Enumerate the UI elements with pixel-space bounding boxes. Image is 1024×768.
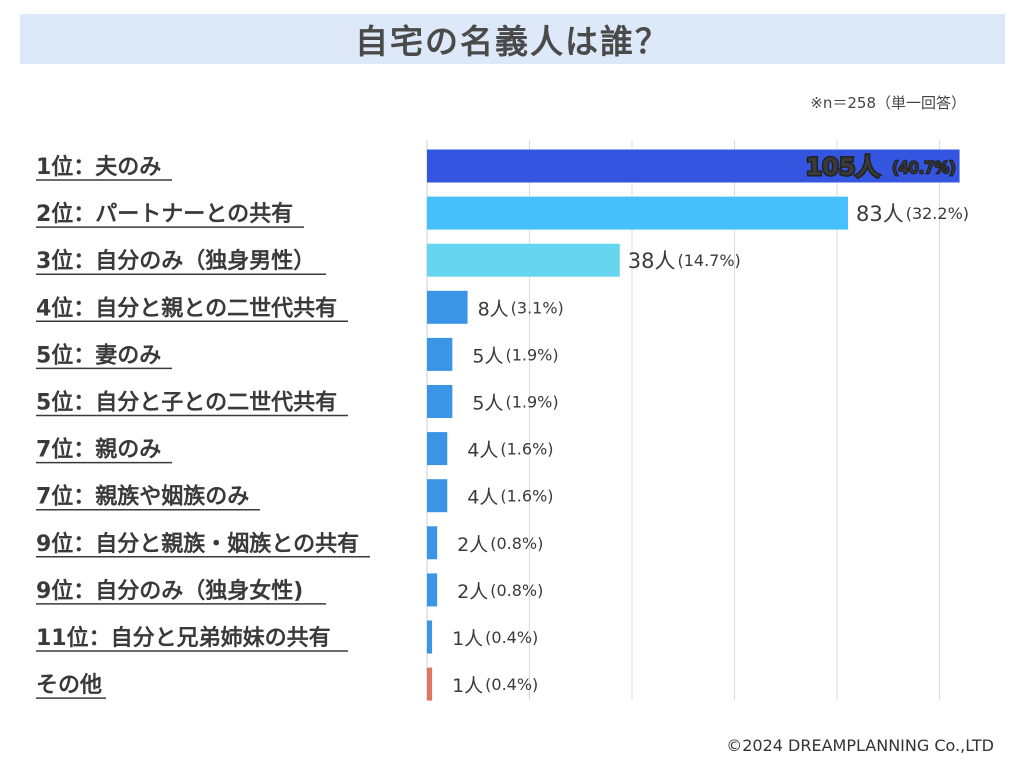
category-label: 7位：親のみ	[36, 437, 161, 463]
value-label: 8人	[478, 298, 509, 320]
percent-label: (0.8%)	[490, 581, 543, 600]
category-label: 3位：自分のみ（独身男性）	[36, 248, 315, 274]
sample-note: ※n＝258（単一回答）	[810, 94, 966, 112]
value-label: 2人	[457, 581, 488, 603]
category-label: 1位：夫のみ	[36, 154, 161, 180]
category-label: 4位：自分と親との二世代共有	[36, 295, 337, 321]
value-label: 105人	[805, 153, 879, 181]
category-label: その他	[36, 673, 102, 698]
chart-title: 自宅の名義人は誰？	[355, 22, 670, 61]
value-label: 1人	[452, 628, 483, 650]
bar	[427, 149, 960, 183]
bar	[427, 196, 848, 230]
category-label: 11位：自分と兄弟姉妹の共有	[36, 625, 331, 651]
percent-label: (32.2%)	[906, 204, 969, 223]
value-label: 5人	[472, 393, 503, 415]
bar	[427, 573, 438, 607]
percent-label: (1.6%)	[500, 440, 553, 459]
bar	[427, 667, 433, 701]
percent-label: (1.6%)	[500, 487, 553, 506]
category-label: 7位：親族や姻族のみ	[36, 484, 249, 510]
bar	[427, 385, 453, 418]
bar	[427, 479, 448, 513]
bar	[427, 290, 468, 324]
category-label: 2位：パートナーとの共有	[36, 201, 293, 227]
bar	[427, 337, 453, 371]
value-label: 5人	[472, 345, 503, 367]
percent-label: (40.7%)	[892, 158, 955, 177]
title-bar: 自宅の名義人は誰？	[20, 14, 1005, 64]
value-label: 1人	[452, 675, 483, 697]
percent-label: (0.8%)	[490, 534, 543, 553]
value-label: 4人	[467, 487, 498, 509]
percent-label: (0.4%)	[485, 675, 538, 694]
bar	[427, 526, 438, 560]
category-label: 5位：妻のみ	[36, 342, 161, 368]
category-label: 9位：自分のみ（独身女性)	[36, 578, 303, 604]
copyright: ©2024 DREAMPLANNING Co.,LTD	[726, 736, 994, 755]
percent-label: (0.4%)	[485, 628, 538, 647]
percent-label: (1.9%)	[505, 393, 558, 412]
bar	[427, 620, 433, 654]
value-label: 83人	[856, 202, 904, 226]
category-label: 9位：自分と親族・姻族との共有	[36, 531, 359, 557]
percent-label: (3.1%)	[511, 298, 564, 317]
bar	[427, 243, 620, 277]
bar	[427, 432, 448, 466]
percent-label: (14.7%)	[677, 251, 740, 270]
percent-label: (1.9%)	[505, 345, 558, 364]
value-label: 38人	[628, 249, 676, 273]
category-label: 5位：自分と子との二世代共有	[36, 390, 337, 416]
value-label: 4人	[467, 440, 498, 462]
value-label: 2人	[457, 534, 488, 556]
